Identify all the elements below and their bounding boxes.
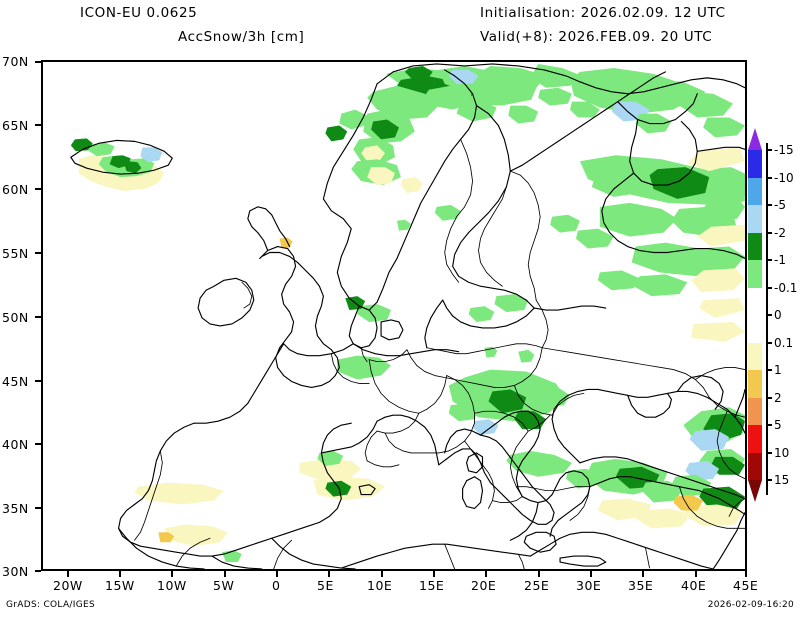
colorbar-segment <box>748 232 762 260</box>
colorbar-tick-label: -0.1 <box>774 280 798 295</box>
xtick-30E <box>590 571 592 577</box>
valid-time-label: Valid(+8): 2026.FEB.09. 20 UTC <box>480 29 713 45</box>
map-canvas <box>43 62 745 569</box>
xtick-15E <box>433 571 435 577</box>
xlabel-40E: 40E <box>681 578 707 593</box>
colorbar-segment <box>748 177 762 205</box>
colorbar-segment <box>748 150 762 178</box>
colorbar-segment <box>748 342 762 370</box>
ylabel-35N: 35N <box>2 501 29 516</box>
colorbar-tick <box>766 204 772 206</box>
xtick-40E <box>695 571 697 577</box>
colorbar-tick <box>766 451 772 454</box>
ylabel-45N: 45N <box>2 374 29 389</box>
colorbar-tick-label: 10 <box>774 445 790 460</box>
xlabel-0: 0 <box>272 578 281 593</box>
xtick-5E <box>328 571 330 577</box>
colorbar-tick <box>766 149 772 151</box>
footer-timestamp: 2026-02-09-16:20 <box>707 600 794 610</box>
ylabel-50N: 50N <box>2 310 29 325</box>
initialisation-label: Initialisation: 2026.02.09. 12 UTC <box>480 5 726 21</box>
ytick-55N <box>35 252 41 254</box>
xtick-25E <box>538 571 540 577</box>
xtick-45E <box>745 571 747 577</box>
colorbar-segment <box>748 260 762 288</box>
xtick-20E <box>485 571 487 577</box>
colorbar-tick <box>766 176 772 179</box>
colorbar-tick <box>766 314 772 316</box>
colorbar-axis-line <box>766 143 768 495</box>
footer-attribution: GrADS: COLA/IGES <box>6 600 95 610</box>
colorbar-tick <box>766 259 772 261</box>
colorbar-tick <box>766 479 772 481</box>
xlabel-20W: 20W <box>53 578 83 593</box>
xlabel-30E: 30E <box>576 578 602 593</box>
colorbar-tick-label: -10 <box>774 170 794 185</box>
colorbar-tick-label: -2 <box>774 225 786 240</box>
coastline-layer <box>70 63 745 569</box>
colorbar-tick <box>766 341 772 344</box>
xtick-0 <box>276 571 278 577</box>
xlabel-20E: 20E <box>471 578 497 593</box>
colorbar-segment <box>748 425 762 453</box>
colorbar-tick-label: 0.1 <box>774 335 794 350</box>
colorbar-segment <box>748 315 762 343</box>
colorbar-tick-label: 15 <box>774 473 790 487</box>
ytick-65N <box>35 124 41 126</box>
ytick-45N <box>35 380 41 382</box>
model-title: ICON-EU 0.0625 <box>80 5 198 21</box>
colorbar-segment <box>748 452 762 480</box>
colorbar-segment <box>748 205 762 233</box>
colorbar-tick-label: -1 <box>774 253 786 267</box>
xlabel-35E: 35E <box>628 578 654 593</box>
colorbar-segment <box>748 287 762 315</box>
variable-title: AccSnow/3h [cm] <box>178 29 305 45</box>
colorbar-tick-label: 5 <box>774 418 782 432</box>
ytick-40N <box>35 443 41 445</box>
colorbar-tick <box>766 369 772 371</box>
xlabel-5E: 5E <box>317 578 334 593</box>
ylabel-40N: 40N <box>2 437 29 452</box>
colorbar-extend-top <box>748 128 762 150</box>
ylabel-65N: 65N <box>2 118 29 133</box>
xlabel-10W: 10W <box>157 578 187 593</box>
ytick-30N <box>35 570 41 572</box>
ytick-50N <box>35 316 41 318</box>
colorbar-tick-label: -15 <box>774 143 794 157</box>
xlabel-15W: 15W <box>105 578 135 593</box>
colorbar-tick <box>766 424 772 426</box>
ylabel-60N: 60N <box>2 182 29 197</box>
xlabel-45E: 45E <box>733 578 759 593</box>
ylabel-55N: 55N <box>2 246 29 261</box>
colorbar-tick-label: 1 <box>774 363 782 377</box>
xtick-10E <box>381 571 383 577</box>
xtick-15W <box>119 571 121 577</box>
colorbar-tick <box>766 231 772 234</box>
colorbar <box>748 128 762 502</box>
colorbar-tick-label: -5 <box>774 198 786 212</box>
ytick-35N <box>35 507 41 509</box>
colorbar-segment <box>748 370 762 398</box>
colorbar-tick <box>766 396 772 399</box>
colorbar-extend-bottom <box>748 480 762 502</box>
colorbar-tick-label: 0 <box>774 308 782 322</box>
xlabel-10E: 10E <box>367 578 393 593</box>
ytick-70N <box>35 61 41 63</box>
colorbar-segment <box>748 397 762 425</box>
colorbar-tick-label: 2 <box>774 390 782 405</box>
xlabel-15E: 15E <box>419 578 445 593</box>
ylabel-30N: 30N <box>2 564 29 579</box>
xtick-5W <box>224 571 226 577</box>
colorbar-tick <box>766 286 772 289</box>
map-plot-frame <box>41 60 747 571</box>
ylabel-70N: 70N <box>2 54 29 69</box>
xlabel-5W: 5W <box>213 578 235 593</box>
xtick-20W <box>67 571 69 577</box>
ytick-60N <box>35 188 41 190</box>
xtick-10W <box>171 571 173 577</box>
xlabel-25E: 25E <box>524 578 550 593</box>
xtick-35E <box>642 571 644 577</box>
